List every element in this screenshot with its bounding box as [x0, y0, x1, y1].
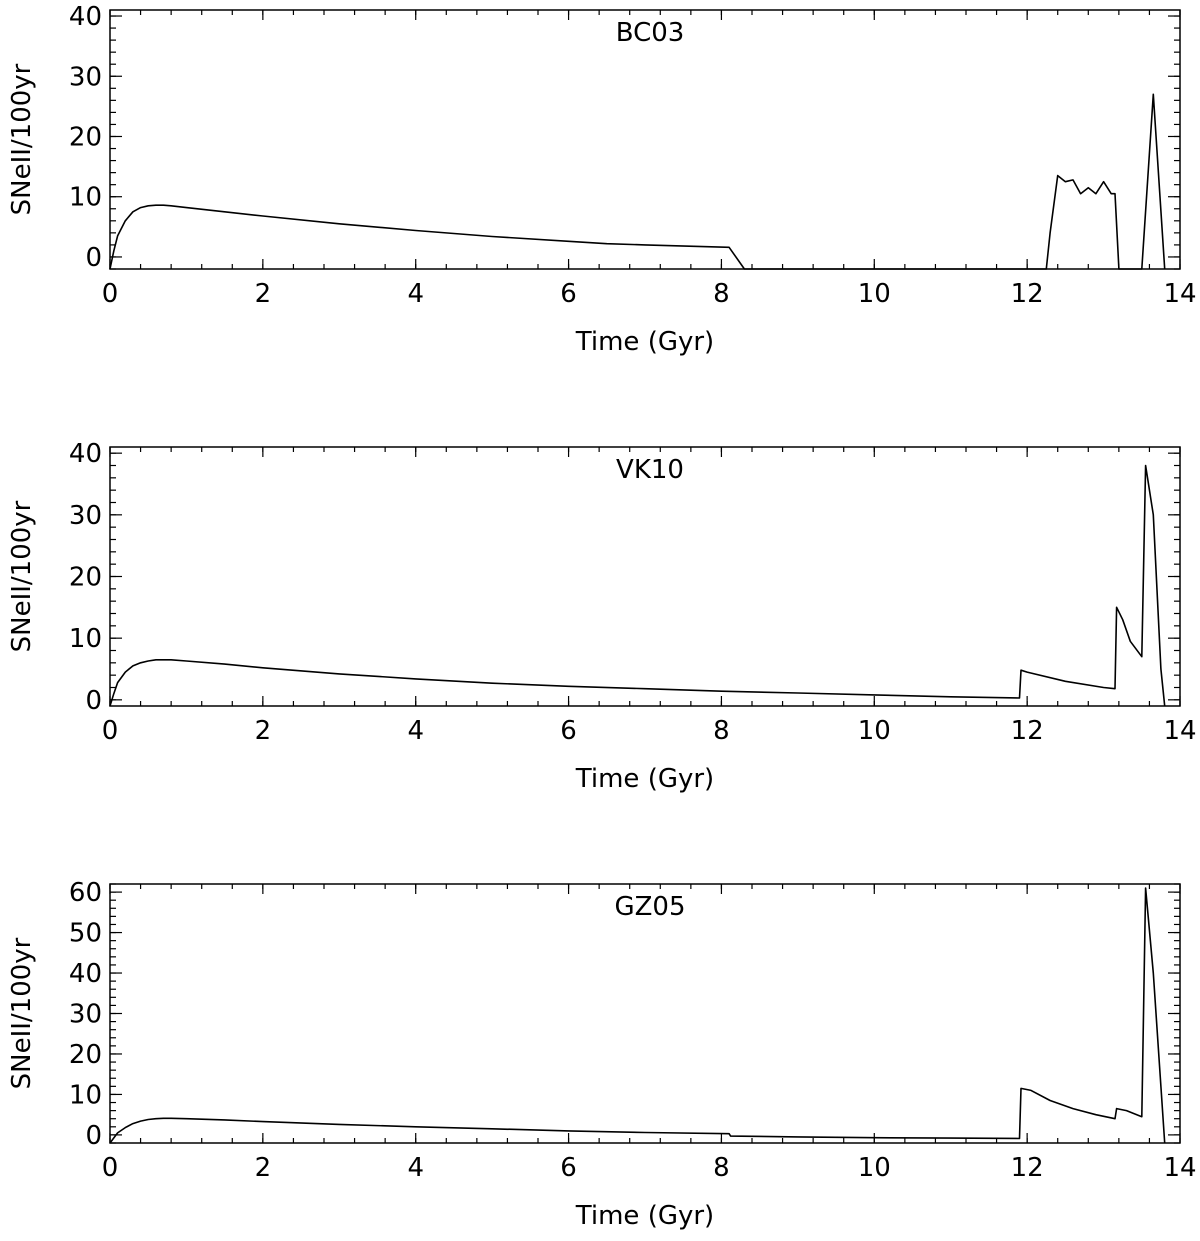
- x-tick-label: 2: [255, 716, 272, 746]
- x-tick-label: 4: [407, 716, 424, 746]
- y-tick-label: 10: [69, 183, 102, 213]
- x-tick-label: 0: [102, 1153, 119, 1183]
- x-tick-label: 14: [1163, 716, 1196, 746]
- y-tick-label: 50: [69, 919, 102, 949]
- x-tick-label: 8: [713, 716, 730, 746]
- plot-frame: [109, 9, 1181, 270]
- y-axis-label: SNeII/100yr: [7, 937, 37, 1089]
- y-tick-label: 30: [69, 1000, 102, 1030]
- y-tick-label: 30: [69, 501, 102, 531]
- x-tick-label: 12: [1011, 1153, 1044, 1183]
- panel-title: BC03: [616, 18, 685, 48]
- x-tick-label: 6: [560, 716, 577, 746]
- x-tick-label: 8: [713, 1153, 730, 1183]
- y-tick-label: 40: [69, 959, 102, 989]
- x-tick-label: 2: [255, 1153, 272, 1183]
- series-line: [109, 887, 1166, 1144]
- x-axis-label: Time (Gyr): [575, 1201, 714, 1231]
- x-tick-label: 10: [858, 1153, 891, 1183]
- y-tick-label: 40: [69, 439, 102, 469]
- y-tick-label: 20: [69, 1040, 102, 1070]
- x-tick-label: 2: [255, 279, 272, 309]
- y-tick-label: 10: [69, 1080, 102, 1110]
- y-tick-label: 10: [69, 624, 102, 654]
- panel-2: 0 2 4 6 8 10 12 14 0 10 20 30 40 50 60 Time (Gyr) SNeII/…: [7, 878, 1197, 1231]
- x-tick-label: 10: [858, 716, 891, 746]
- y-tick-label: 0: [85, 686, 102, 716]
- x-tick-label: 6: [560, 1153, 577, 1183]
- x-tick-label: 10: [858, 279, 891, 309]
- x-tick-label: 12: [1011, 716, 1044, 746]
- panel-0: 0 2 4 6 8 10 12 14 0 10 20 30 40 Time (Gyr) SNeII/100y…: [7, 2, 1197, 357]
- y-axis-label: SNeII/100yr: [7, 63, 37, 215]
- x-tick-label: 8: [713, 279, 730, 309]
- y-tick-label: 20: [69, 563, 102, 593]
- plot-frame: [109, 883, 1181, 1144]
- y-axis-label: SNeII/100yr: [7, 500, 37, 652]
- y-tick-label: 0: [85, 243, 102, 273]
- x-tick-label: 0: [102, 279, 119, 309]
- x-tick-label: 4: [407, 1153, 424, 1183]
- panel-title: GZ05: [614, 892, 685, 922]
- plot-frame: [109, 446, 1181, 707]
- x-tick-label: 6: [560, 279, 577, 309]
- panel-title: VK10: [616, 455, 684, 485]
- y-tick-label: 40: [69, 2, 102, 32]
- x-tick-label: 4: [407, 279, 424, 309]
- y-tick-label: 0: [85, 1121, 102, 1151]
- x-tick-label: 14: [1163, 279, 1196, 309]
- x-axis-label: Time (Gyr): [575, 327, 714, 357]
- y-tick-label: 30: [69, 62, 102, 92]
- y-tick-label: 20: [69, 122, 102, 152]
- x-tick-label: 12: [1011, 279, 1044, 309]
- x-axis-label: Time (Gyr): [575, 764, 714, 794]
- x-tick-label: 14: [1163, 1153, 1196, 1183]
- series-line: [109, 464, 1166, 707]
- y-tick-label: 60: [69, 878, 102, 908]
- panel-1: 0 2 4 6 8 10 12 14 0 10 20 30 40 Time (Gyr) SNeII/100y…: [7, 439, 1197, 794]
- x-tick-label: 0: [102, 716, 119, 746]
- series-line: [109, 93, 1166, 270]
